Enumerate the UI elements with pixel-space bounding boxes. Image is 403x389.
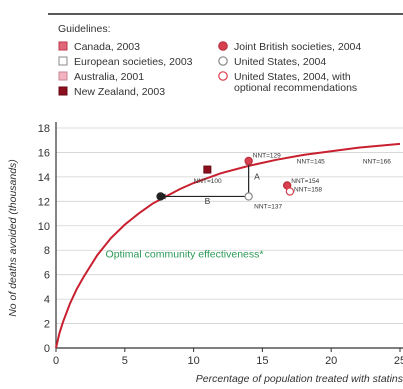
curve-layer: Optimal community effectiveness* <box>55 142 401 349</box>
legend-title: Guidelines: <box>58 23 111 35</box>
legend-label: New Zealand, 2003 <box>74 86 165 98</box>
y-tick-label: 16 <box>38 147 50 159</box>
legend-entry: Joint British societies, 2004 <box>218 41 361 53</box>
y-tick-label: 8 <box>44 245 50 257</box>
data-point <box>156 192 165 201</box>
annotation-label: NNT=100 <box>194 178 222 185</box>
x-tick-label: 25 <box>394 355 403 367</box>
legend-entry: United States, 2004 <box>218 56 326 68</box>
axes: 0 2 4 6 8 10 12 14 16 18 0 5 10 15 20 25 <box>38 122 403 367</box>
legend-label: United States, 2004, with <box>234 71 351 83</box>
curve-label: Optimal community effectiveness* <box>106 249 264 261</box>
y-tick-label: 12 <box>38 196 50 208</box>
data-point <box>285 187 295 196</box>
annotation-label: NNT=137 <box>254 204 282 211</box>
axis-labels: Percentage of population treated with st… <box>7 159 403 385</box>
legend-marker <box>58 86 68 96</box>
legend-label: United States, 2004 <box>234 56 326 68</box>
y-tick-label: 10 <box>38 221 50 233</box>
legend-entry: European societies, 2003 <box>58 56 193 68</box>
data-point <box>244 192 253 201</box>
legend-marker <box>218 56 228 66</box>
y-tick-label: 6 <box>44 270 50 282</box>
legend-marker <box>58 56 68 66</box>
annotation-label: NNT=154 <box>291 178 319 185</box>
grid <box>56 127 403 324</box>
y-tick-label: 2 <box>44 319 50 331</box>
legend-label: Australia, 2001 <box>74 71 144 83</box>
legend-label: European societies, 2003 <box>74 56 193 68</box>
legend-marker <box>58 71 68 81</box>
legend-marker <box>218 41 228 51</box>
legend-entry: Australia, 2001 <box>58 71 144 83</box>
y-tick-label: 14 <box>38 172 50 184</box>
x-tick-label: 10 <box>187 355 199 367</box>
legend-label: Canada, 2003 <box>74 41 140 53</box>
y-tick-label: 4 <box>44 294 50 306</box>
annotation-label: NNT=129 <box>253 152 281 159</box>
y-tick-label: 0 <box>44 343 50 355</box>
x-axis-title: Percentage of population treated with st… <box>196 373 403 385</box>
annotation-label: NNT=145 <box>297 158 325 165</box>
annotation-label: NNT=166 <box>363 158 391 165</box>
x-tick-label: 5 <box>122 355 128 367</box>
data-point <box>203 165 212 174</box>
x-tick-label: 15 <box>256 355 268 367</box>
y-axis-title: No of deaths avoided (thousands) <box>7 159 19 317</box>
x-tick-label: 20 <box>325 355 337 367</box>
points <box>156 156 295 201</box>
legend-entry: New Zealand, 2003 <box>58 86 165 98</box>
legend-marker <box>218 71 228 81</box>
x-tick-label: 0 <box>53 355 59 367</box>
effectiveness-curve <box>55 142 401 349</box>
y-tick-label: 18 <box>38 123 50 135</box>
legend-marker <box>58 41 68 51</box>
legend-entry: Canada, 2003 <box>58 41 140 53</box>
data-point <box>244 156 253 166</box>
legend: Guidelines: Canada, 2003 European societie… <box>58 23 361 98</box>
legend-label-line2: optional recommendations <box>234 82 357 94</box>
annotations: NNT=129 NNT=145 NNT=166 NNT=100 NNT=154 NNT=1… <box>194 152 392 210</box>
annotation-label: NNT=158 <box>294 187 322 194</box>
arrows <box>159 158 252 200</box>
legend-label: Joint British societies, 2004 <box>234 41 361 53</box>
annotation-label: A <box>254 171 260 181</box>
annotation-label: B <box>205 196 211 206</box>
